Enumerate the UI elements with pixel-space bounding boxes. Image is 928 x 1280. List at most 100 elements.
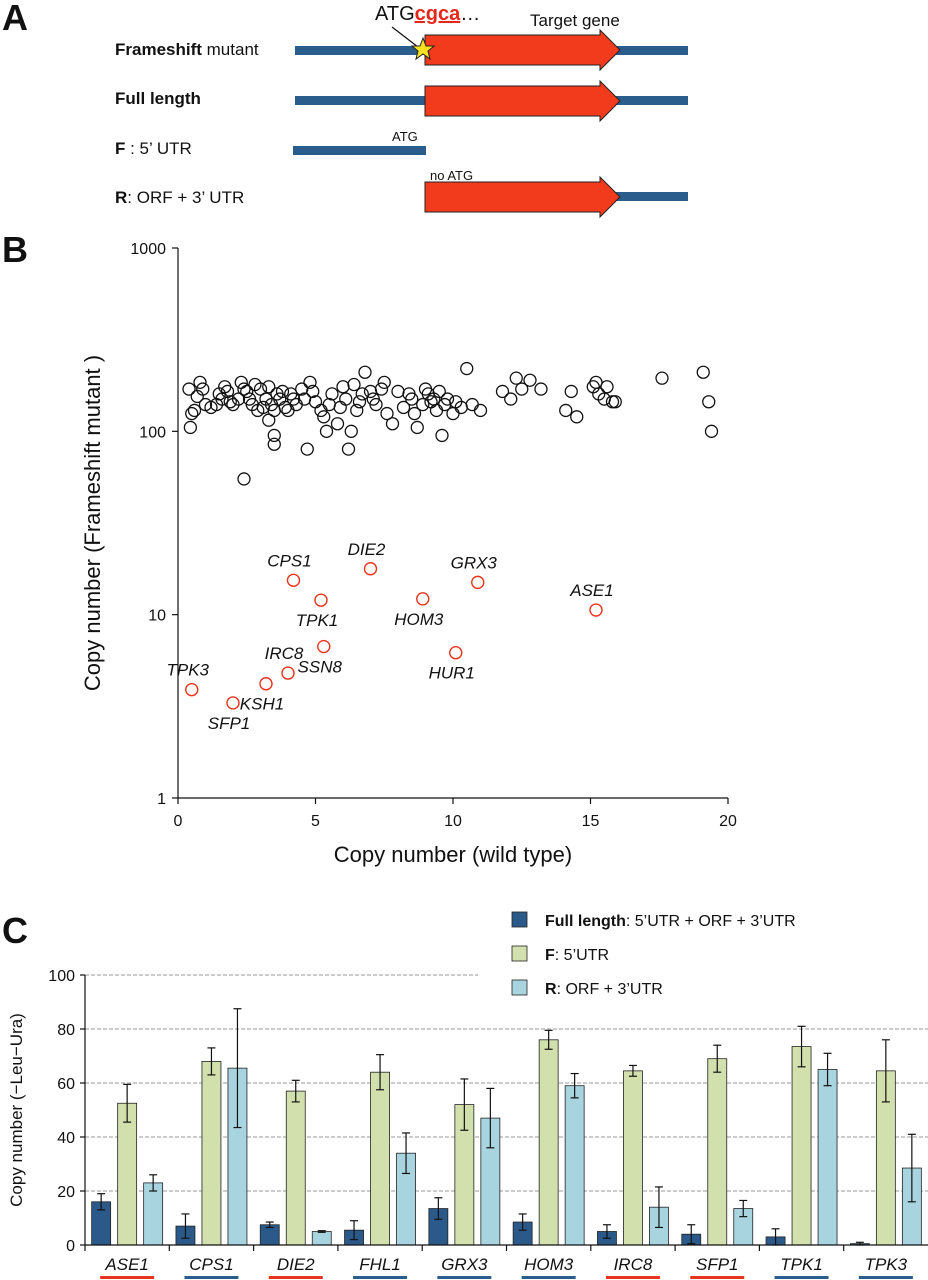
gene-label: HOM3 — [394, 610, 444, 629]
scatter-point — [185, 406, 199, 421]
legend-label: F: 5’UTR — [545, 947, 609, 964]
gene-label: HUR1 — [429, 664, 475, 683]
scatter-point — [193, 375, 207, 390]
panel-b: B 0 5 10 15 20 1 10 100 1000 CPS1 DIE2 GRX3 TPK1 HOM… — [2, 229, 737, 867]
scatter-point — [220, 384, 235, 399]
category-underline — [605, 1276, 660, 1279]
scatter-point — [570, 410, 584, 424]
mutation-star-icon — [410, 36, 436, 61]
x-tick-label: 20 — [719, 813, 737, 830]
panel-c-letter: C — [2, 910, 28, 951]
panel-a-letter: A — [2, 0, 28, 38]
scatter-point — [344, 424, 358, 438]
scatter-point — [605, 395, 620, 409]
scatter-point — [267, 437, 281, 451]
scatter-point — [182, 382, 196, 396]
bar — [623, 1070, 643, 1246]
scatter-point — [504, 392, 518, 406]
legend-label: R: ORF + 3’UTR — [545, 981, 663, 998]
category-label: DIE2 — [277, 1255, 315, 1274]
bar-legend: Full length: 5’UTR + ORF + 3’UTR F: 5’UTR… — [511, 911, 796, 998]
target-gene-label: Target gene — [530, 11, 620, 30]
scatter-point — [196, 382, 210, 396]
scatter-point — [183, 420, 198, 435]
scatter-point — [407, 406, 422, 421]
scatter-point — [341, 442, 356, 456]
scatter-point — [363, 384, 378, 399]
scatter-point — [696, 365, 710, 379]
labeled-scatter-point — [185, 682, 199, 697]
panel-c: C 0 20 40 60 80 100 ASE1 CPS1 DIE2 FHL1 GRX3 HOM3 I… — [2, 910, 928, 1279]
bar — [791, 1046, 812, 1246]
bar — [564, 1085, 585, 1246]
category-label: ASE1 — [104, 1255, 148, 1274]
category-label: SFP1 — [696, 1255, 739, 1274]
scatter-point — [495, 384, 510, 399]
scatter-points — [182, 361, 719, 486]
row-label-frameshift: Frameshift mutant — [115, 40, 259, 59]
atg-label: ATG — [392, 129, 418, 144]
no-atg-label: no ATG — [430, 168, 473, 183]
scatter-ticks: 0 5 10 15 20 1 10 100 1000 — [130, 241, 737, 830]
scatter-point — [424, 395, 438, 409]
scatter-point — [300, 442, 314, 456]
scatter-point — [262, 380, 276, 394]
x-tick-label: 10 — [444, 813, 462, 830]
scatter-point — [465, 397, 479, 412]
scatter-point — [253, 382, 268, 396]
legend-swatch — [511, 911, 528, 928]
category-label: IRC8 — [614, 1255, 653, 1274]
bar — [311, 1231, 332, 1246]
category-label: FHL1 — [359, 1255, 401, 1274]
scatter-axes — [177, 248, 728, 799]
scatter-point — [396, 400, 411, 415]
legend-swatch — [511, 979, 528, 996]
panel-b-letter: B — [2, 229, 28, 270]
legend-swatch — [511, 945, 528, 962]
labeled-scatter-point — [589, 603, 603, 617]
y-tick-label: 1000 — [130, 241, 166, 258]
scatter-point — [262, 413, 276, 427]
bar-groups — [91, 1008, 922, 1246]
scatter-point — [240, 384, 254, 399]
scatter-y-axis-title: Copy number (Frameshift mutant ) — [80, 355, 105, 691]
scatter-point — [704, 424, 719, 438]
bar-ticks: 0 20 40 60 80 100 — [48, 968, 845, 1255]
y-tick-label: 20 — [57, 1184, 75, 1201]
labeled-scatter-point — [259, 677, 273, 691]
bar — [707, 1058, 728, 1246]
labeled-scatter-point — [314, 593, 328, 607]
scatter-point — [319, 424, 334, 438]
scatter-point — [416, 397, 430, 412]
category-underline — [100, 1276, 155, 1279]
scatter-point — [460, 361, 474, 376]
gene-label: IRC8 — [265, 644, 304, 663]
labeled-scatter-point — [471, 575, 485, 590]
scatter-point — [446, 406, 460, 421]
labeled-scatter-point — [317, 639, 331, 654]
labeled-scatter-point — [449, 646, 463, 660]
bar — [117, 1102, 138, 1246]
scatter-point — [317, 410, 331, 424]
scatter-point — [369, 397, 383, 412]
utr-line-f — [293, 146, 426, 155]
scatter-point — [352, 395, 367, 409]
labeled-scatter-point — [363, 562, 378, 576]
scatter-point — [275, 384, 290, 399]
bar-category-labels: ASE1 CPS1 DIE2 FHL1 GRX3 HOM3 IRC8 SFP1 TPK1 TPK3 — [100, 1255, 913, 1279]
scatter-point — [281, 403, 295, 418]
scatter-point — [473, 403, 488, 418]
scatter-point — [333, 400, 347, 415]
y-tick-label: 100 — [139, 424, 166, 441]
scatter-point — [187, 403, 202, 418]
labeled-scatter-point — [226, 696, 240, 710]
scatter-point — [237, 472, 251, 486]
scatter-point — [330, 417, 345, 431]
gene-label: CPS1 — [267, 551, 311, 570]
y-tick-label: 60 — [57, 1076, 75, 1093]
x-tick-label: 5 — [311, 813, 320, 830]
scatter-point — [380, 406, 394, 421]
scatter-point — [303, 375, 317, 390]
category-underline — [184, 1276, 239, 1279]
